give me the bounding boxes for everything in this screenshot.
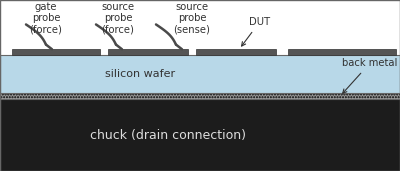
Text: silicon wafer: silicon wafer (105, 69, 175, 79)
Text: DUT: DUT (242, 17, 270, 46)
Bar (0, 99, 400, 171)
Text: source
probe
(sense): source probe (sense) (174, 2, 210, 35)
Text: gate
probe
(force): gate probe (force) (30, 2, 62, 35)
Bar (0, 55, 400, 93)
Text: chuck (drain connection): chuck (drain connection) (90, 129, 246, 142)
Bar (0, 93, 400, 99)
Bar (196, 49, 276, 55)
Bar (12, 49, 100, 55)
Text: back metal: back metal (342, 58, 397, 93)
Text: source
probe
(force): source probe (force) (102, 2, 134, 35)
Bar (288, 49, 396, 55)
Bar (108, 49, 188, 55)
